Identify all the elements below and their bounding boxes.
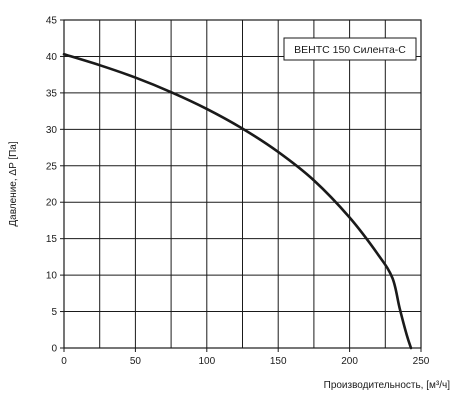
y-tick-label-45: 45 (46, 16, 58, 27)
legend: ВЕНТС 150 Силента-С (283, 37, 417, 61)
y-tick-label-25: 25 (46, 161, 58, 172)
y-axis-title: Давление, ΔP [Па] (8, 141, 19, 227)
y-tick-label-30: 30 (46, 125, 58, 136)
x-axis-title: Производительность, [м³/ч] (324, 380, 451, 391)
gridlines (64, 20, 421, 348)
series-line-1 (62, 52, 413, 350)
y-tick-label-0: 0 (51, 344, 57, 355)
plot-border (63, 19, 422, 349)
tick-labels: 0 50 100 150 200 250 0 5 10 15 20 25 30 35 40 45 (46, 16, 430, 368)
x-tick-label-150: 150 (270, 356, 287, 367)
legend-label-series-1: ВЕНТС 150 Силента-С (294, 44, 406, 56)
y-tick-label-40: 40 (46, 52, 58, 63)
x-tick-label-50: 50 (130, 356, 142, 367)
y-tick-label-15: 15 (46, 234, 58, 245)
y-tick-label-10: 10 (46, 271, 58, 282)
plot-frame (63, 19, 422, 349)
x-tick-label-250: 250 (413, 356, 430, 367)
legend-box (283, 37, 417, 61)
y-tick-label-35: 35 (46, 88, 58, 99)
y-tick-label-20: 20 (46, 198, 58, 209)
series-layer (62, 52, 413, 350)
y-tick-label-5: 5 (51, 307, 57, 318)
x-tick-label-0: 0 (61, 356, 67, 367)
x-tick-label-100: 100 (198, 356, 215, 367)
x-tick-label-200: 200 (341, 356, 358, 367)
